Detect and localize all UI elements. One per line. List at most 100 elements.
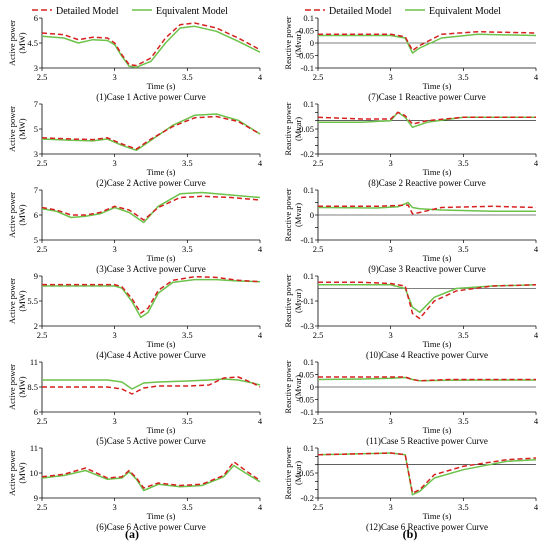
y-tick-label: 0.1 — [303, 185, 314, 195]
chart-caption: (6)Case 6 Active power Curve — [96, 522, 205, 532]
x-tick-label: 3.5 — [182, 416, 193, 426]
y-tick-label: 0.1 — [303, 99, 314, 109]
x-axis-label: Time (s) — [147, 425, 176, 435]
x-tick-label: 4 — [258, 502, 263, 512]
y-tick-label: -0.1 — [301, 407, 314, 417]
y-axis-label-line: Active power — [7, 450, 17, 496]
chart-caption: (7)Case 1 Reactive power Curve — [368, 92, 485, 102]
series-line-detailed — [41, 195, 261, 221]
x-axis-label: Time (s) — [423, 81, 452, 91]
series-line-equivalent — [318, 284, 537, 314]
series-line-equivalent — [41, 113, 261, 152]
y-axis-label-line: (MW) — [17, 376, 27, 397]
y-axis-label: Active power(MW) — [7, 364, 27, 410]
x-tick-label: 3 — [389, 330, 393, 340]
y-tick-label: 0 — [310, 38, 314, 48]
y-axis-label: Active power(MW) — [7, 192, 27, 238]
x-axis-label: Time (s) — [423, 511, 452, 521]
y-axis-label-line: (Mvar) — [293, 461, 303, 485]
x-axis-label: Time (s) — [147, 253, 176, 263]
y-axis-label-line: Active power — [7, 192, 17, 238]
y-tick-label: 6 — [34, 407, 38, 417]
chart-caption: (10)Case 4 Reactive power Curve — [366, 350, 488, 360]
x-tick-label: 2.5 — [313, 244, 324, 254]
series-line-detailed — [318, 281, 537, 320]
series-line-equivalent — [317, 201, 536, 213]
y-tick-label: -0.05 — [296, 51, 314, 61]
column-label-left: (a) — [125, 527, 139, 541]
x-tick-label: 3 — [389, 502, 393, 512]
y-tick-label: 5 — [34, 124, 38, 134]
chart-panel: -0.1 -0.05 0 0.05 0.1 2.5 3 3.5 4 Time (s) Reactiv… — [283, 357, 539, 446]
y-tick-label: 5 — [34, 235, 38, 245]
series-line-detailed — [317, 111, 536, 125]
x-tick-label: 4 — [534, 330, 539, 340]
y-axis-label-line: (MW) — [17, 118, 27, 139]
legend-detailed-label: Detailed Model — [56, 6, 119, 17]
chart-caption: (3)Case 3 Active power Curve — [96, 264, 205, 274]
chart-caption: (2)Case 2 Active power Curve — [96, 178, 205, 188]
y-tick-label: 0.1 — [303, 357, 314, 367]
y-axis-label: Reactive power(Mvar) — [283, 188, 303, 241]
y-axis-label-line: Reactive power — [283, 274, 293, 327]
legend-equivalent-label: Equivalent Model — [429, 6, 501, 17]
x-tick-label: 3 — [113, 72, 117, 82]
y-axis-label: Active power(MW) — [7, 450, 27, 496]
y-axis-label: Reactive power(Mvar) — [283, 274, 303, 327]
series-line-equivalent — [41, 191, 261, 224]
y-tick-label: -0.05 — [296, 395, 314, 405]
legend-right: Detailed Model Equivalent Model — [305, 6, 501, 17]
x-tick-label: 3.5 — [458, 72, 469, 82]
x-axis-label: Time (s) — [147, 81, 176, 91]
y-tick-label: -0.1 — [301, 235, 314, 245]
y-tick-label: 8.5 — [27, 382, 38, 392]
x-tick-label: 3.5 — [458, 416, 469, 426]
y-tick-label: -0.2 — [301, 493, 314, 503]
chart-caption: (12)Case 6 Reactive power Curve — [366, 522, 488, 532]
y-tick-label: -0.05 — [296, 468, 314, 478]
chart-panel: 9 10 11 2.5 3 3.5 4 Time (s) Active power(MW) (6)… — [7, 443, 263, 532]
x-axis-label: Time (s) — [147, 339, 176, 349]
legend-equivalent-label: Equivalent Model — [156, 6, 228, 17]
y-tick-label: 4.5 — [27, 38, 38, 48]
series-line-detailed — [42, 376, 261, 395]
y-axis-label: Active power(MW) — [7, 278, 27, 324]
y-axis-label-line: Reactive power — [283, 102, 293, 155]
x-tick-label: 3 — [113, 244, 117, 254]
y-tick-label: 0.05 — [299, 26, 314, 36]
x-tick-label: 4 — [534, 416, 539, 426]
x-tick-label: 3 — [113, 330, 117, 340]
series-line-equivalent — [317, 452, 537, 496]
chart-panel: 5 6 7 2.5 3 3.5 4 Time (s) Active power(MW) (3)Ca… — [7, 185, 263, 274]
y-tick-label: -0.2 — [301, 149, 314, 159]
x-tick-label: 4 — [534, 502, 539, 512]
x-tick-label: 3.5 — [458, 330, 469, 340]
chart-caption: (8)Case 2 Reactive power Curve — [368, 178, 485, 188]
x-tick-label: 2.5 — [37, 158, 48, 168]
y-tick-label: 0 — [310, 382, 314, 392]
y-axis-label-line: (MW) — [17, 32, 27, 53]
x-tick-label: 2.5 — [37, 244, 48, 254]
y-tick-label: 2 — [34, 321, 38, 331]
y-tick-label: 3 — [34, 149, 38, 159]
x-tick-label: 2.5 — [313, 72, 324, 82]
series-line-detailed — [318, 204, 537, 215]
series-line-equivalent — [42, 278, 261, 319]
y-tick-label: 11 — [30, 443, 38, 453]
chart-caption: (9)Case 3 Reactive power Curve — [368, 264, 485, 274]
x-axis-label: Time (s) — [147, 167, 176, 177]
chart-caption: (4)Case 4 Active power Curve — [96, 350, 205, 360]
y-tick-label: 0.1 — [303, 13, 314, 23]
x-tick-label: 3 — [113, 158, 117, 168]
chart-caption: (1)Case 1 Active power Curve — [96, 92, 205, 102]
y-tick-label: 6 — [34, 210, 38, 220]
x-tick-label: 2.5 — [37, 72, 48, 82]
series-line-detailed — [41, 461, 261, 489]
series-line-equivalent — [318, 33, 537, 54]
y-tick-label: 0.1 — [303, 271, 314, 281]
y-axis-label-line: (Mvar) — [293, 31, 303, 55]
y-axis-label: Active power(MW) — [7, 20, 27, 66]
